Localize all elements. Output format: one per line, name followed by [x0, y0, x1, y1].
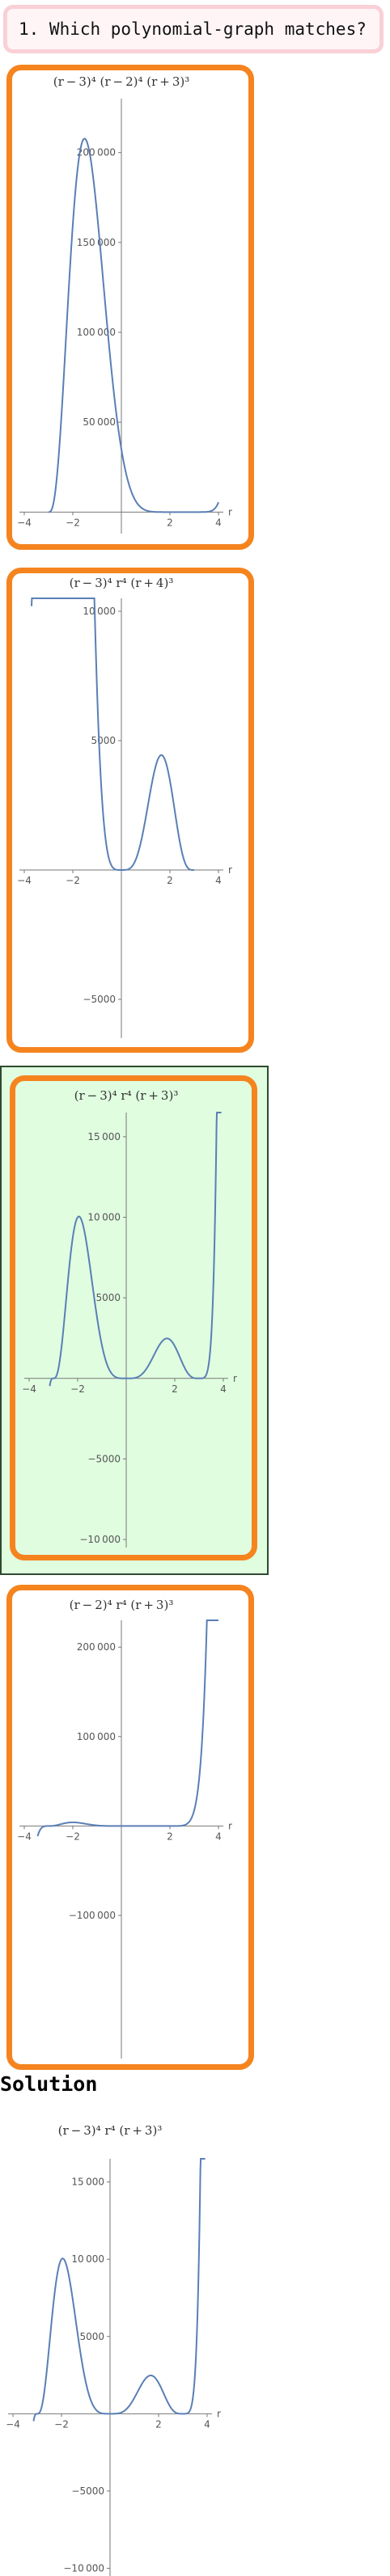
y-tick-label: 5000 [79, 2331, 104, 2342]
y-tick-label: −5000 [87, 1453, 121, 1464]
x-tick-label: 2 [167, 1831, 173, 1842]
y-tick-label: 5000 [95, 1292, 121, 1303]
choice-card-1[interactable] [6, 65, 254, 550]
chart-title: (r − 3)⁴ r⁴ (r + 3)³ [58, 2123, 163, 2138]
series-line [49, 137, 219, 513]
series-line [32, 2158, 206, 2422]
y-tick-label: 200 000 [77, 1641, 116, 1653]
question-banner: 1. Which polynomial-graph matches? [3, 5, 384, 53]
x-tick-label: 4 [220, 1383, 227, 1395]
y-tick-label: 150 000 [77, 237, 116, 248]
x-tick-label: −2 [54, 2418, 69, 2430]
x-axis-label: r [233, 1373, 237, 1384]
x-tick-label: −2 [66, 517, 80, 528]
y-tick-label: 100 000 [77, 327, 116, 338]
x-tick-label: 4 [215, 517, 222, 528]
x-tick-label: −4 [17, 1831, 32, 1842]
x-tick-label: 2 [167, 875, 173, 886]
y-tick-label: 50 000 [83, 416, 116, 428]
y-tick-label: −5000 [83, 994, 116, 1005]
x-axis-label: r [217, 2408, 221, 2419]
y-tick-label: 100 000 [77, 1731, 116, 1742]
x-tick-label: −2 [66, 875, 80, 886]
x-axis-label: r [228, 1820, 232, 1831]
y-tick-label: 5000 [91, 735, 116, 746]
x-tick-label: 2 [155, 2418, 162, 2430]
x-tick-label: 2 [172, 1383, 178, 1395]
y-tick-label: −5000 [71, 2485, 104, 2497]
x-tick-label: 4 [215, 875, 222, 886]
chart-title: (r − 3)⁴ (r − 2)⁴ (r + 3)³ [53, 74, 190, 89]
y-tick-label: 10 000 [71, 2253, 104, 2265]
plot-choice-2: (r − 3)⁴ r⁴ (r + 4)³ r −4 −2 2 4 −5000 5000 10 0… [17, 576, 232, 1038]
solution-heading: Solution [0, 2072, 98, 2096]
y-tick-label: 200 000 [77, 147, 116, 158]
x-tick-label: 4 [215, 1831, 222, 1842]
y-tick-label: 10 000 [87, 1212, 121, 1223]
plot-solution: (r − 3)⁴ r⁴ (r + 3)³ r −4 −2 2 4 −10 000 −5000 5… [6, 2123, 221, 2576]
y-tick-label: 15 000 [71, 2177, 104, 2188]
y-tick-label: −10 000 [63, 2562, 104, 2574]
plot-choice-4: (r − 2)⁴ r⁴ (r + 3)³ r −4 −2 2 4 −100 000 100 0… [17, 1598, 232, 2059]
chart-title: (r − 3)⁴ r⁴ (r + 4)³ [70, 576, 174, 590]
choice-card-2[interactable] [6, 568, 254, 1053]
series-line [49, 1112, 222, 1387]
x-tick-label: −4 [17, 517, 32, 528]
plot-choice-1: (r − 3)⁴ (r − 2)⁴ (r + 3)³ r −4 −2 2 4 50 000 1… [17, 74, 232, 534]
x-axis-label: r [228, 864, 232, 876]
plot-choice-3: (r − 3)⁴ r⁴ (r + 3)³ r −4 −2 2 4 −10 000 −5000 5… [22, 1088, 237, 1548]
x-tick-label: −2 [66, 1831, 80, 1842]
y-tick-label: −100 000 [69, 1910, 116, 1921]
y-tick-label: −10 000 [79, 1534, 121, 1545]
x-tick-label: −4 [22, 1383, 36, 1395]
x-tick-label: 4 [204, 2418, 210, 2430]
choice-card-4[interactable] [6, 1585, 254, 2070]
chart-title: (r − 2)⁴ r⁴ (r + 3)³ [70, 1598, 174, 1612]
series-line [36, 1620, 218, 1837]
chart-title: (r − 3)⁴ r⁴ (r + 3)³ [74, 1088, 179, 1103]
x-tick-label: −4 [17, 875, 32, 886]
question-text: 1. Which polynomial-graph matches? [19, 19, 367, 39]
x-tick-label: 2 [167, 517, 173, 528]
x-tick-label: −4 [6, 2418, 20, 2430]
x-tick-label: −2 [70, 1383, 85, 1395]
series-line [31, 598, 194, 871]
x-axis-label: r [228, 506, 232, 517]
y-tick-label: 15 000 [87, 1131, 121, 1142]
y-tick-label: 10 000 [83, 606, 116, 617]
